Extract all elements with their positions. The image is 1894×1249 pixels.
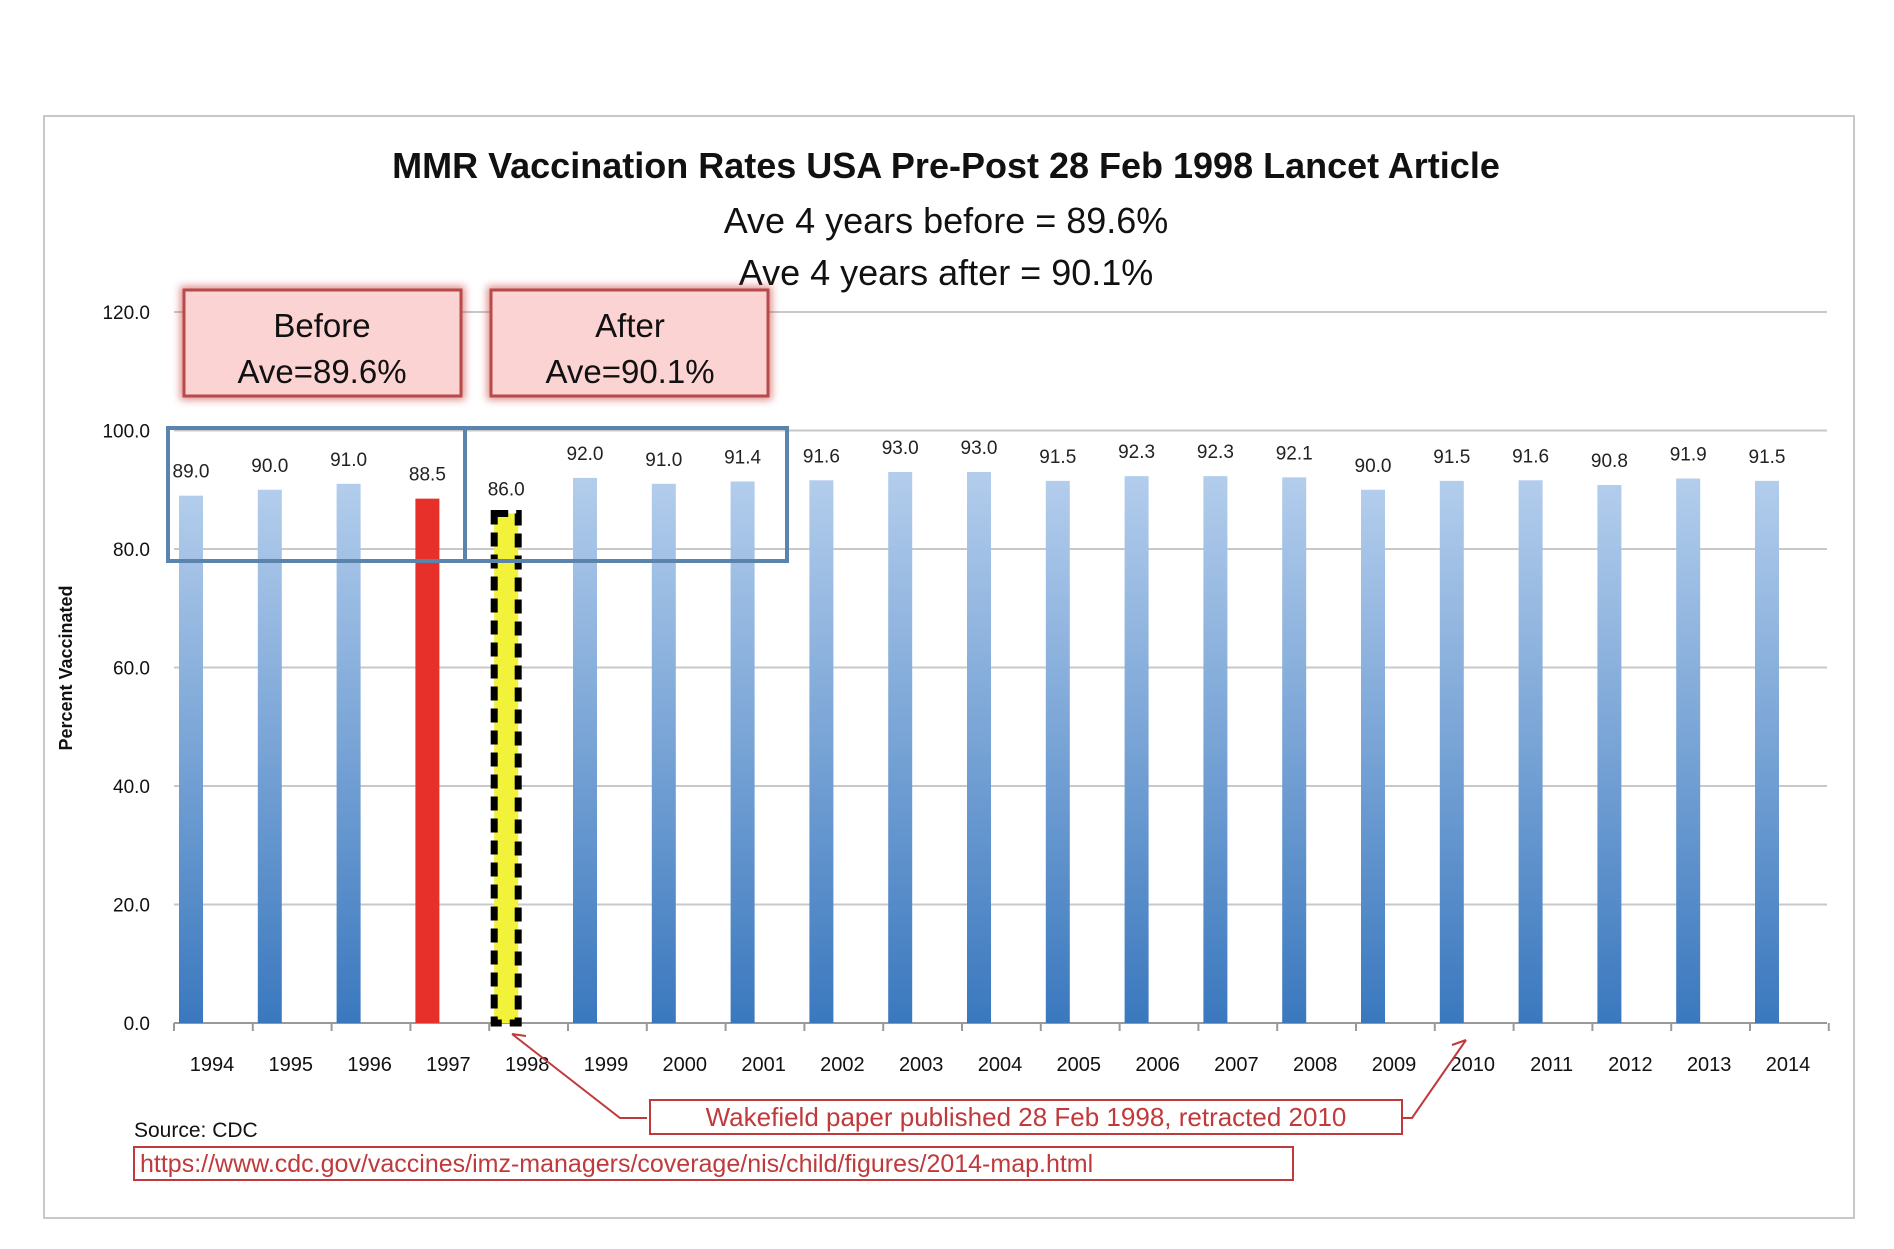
data-label: 92.1 xyxy=(1276,443,1313,464)
data-label: 91.9 xyxy=(1670,444,1707,465)
x-tick-label: 2008 xyxy=(1293,1054,1338,1076)
bar-1997 xyxy=(415,498,440,1023)
x-tick-label: 2012 xyxy=(1608,1054,1653,1076)
data-label: 91.0 xyxy=(330,450,367,471)
bar-1995 xyxy=(257,489,282,1023)
data-label: 92.3 xyxy=(1118,442,1155,463)
x-tick-label: 2005 xyxy=(1057,1054,1102,1076)
x-tick-label: 2010 xyxy=(1451,1054,1496,1076)
x-tick-label: 2001 xyxy=(741,1054,786,1076)
data-label: 93.0 xyxy=(882,438,919,459)
data-label: 91.6 xyxy=(1512,446,1549,467)
y-tick-label: 80.0 xyxy=(113,540,150,561)
x-tick-label: 1998 xyxy=(505,1054,550,1076)
x-tick-label: 2011 xyxy=(1530,1054,1573,1076)
bar-2004 xyxy=(967,471,991,1024)
bar-2001 xyxy=(730,481,755,1024)
x-tick-label: 2007 xyxy=(1214,1054,1259,1076)
x-tick-label: 1997 xyxy=(426,1054,471,1076)
x-tick-label: 2004 xyxy=(978,1054,1023,1076)
chart-subtitle-after: Ave 4 years after = 90.1% xyxy=(739,252,1154,293)
bar-2002 xyxy=(809,480,834,1023)
x-tick-label: 1994 xyxy=(190,1054,235,1076)
bar-2013 xyxy=(1676,478,1701,1023)
y-tick-label: 20.0 xyxy=(113,896,150,917)
chart-title: MMR Vaccination Rates USA Pre-Post 28 Fe… xyxy=(392,145,1500,186)
bar-2008 xyxy=(1282,477,1307,1023)
x-tick-label: 2013 xyxy=(1687,1054,1732,1076)
data-label: 90.8 xyxy=(1591,451,1628,472)
bar-1998 xyxy=(490,509,522,1027)
data-label: 91.5 xyxy=(1039,447,1076,468)
after-average-box xyxy=(489,288,770,398)
bar-1999 xyxy=(573,477,597,1023)
source-label: Source: CDC xyxy=(134,1119,258,1142)
bar-2014 xyxy=(1755,480,1779,1023)
wakefield-arrows xyxy=(511,1033,1467,1119)
x-tick-label: 2000 xyxy=(663,1054,708,1076)
data-label: 92.3 xyxy=(1197,442,1234,463)
after-range-box xyxy=(463,426,789,563)
before-label: Before xyxy=(273,307,370,344)
y-tick-label: 120.0 xyxy=(102,303,150,324)
data-label: 91.4 xyxy=(724,447,761,468)
after-average: Ave=90.1% xyxy=(545,353,714,390)
bar-2000 xyxy=(651,483,676,1023)
data-label: 91.0 xyxy=(645,450,682,471)
source-url[interactable]: https://www.cdc.gov/vaccines/imz-manager… xyxy=(140,1150,1093,1178)
bar-2010 xyxy=(1439,480,1464,1023)
y-tick-label: 60.0 xyxy=(113,659,150,680)
x-tick-label: 1995 xyxy=(269,1054,314,1076)
x-tick-label: 2009 xyxy=(1372,1054,1417,1076)
data-label: 86.0 xyxy=(488,479,525,500)
data-label: 89.0 xyxy=(173,462,210,483)
bar-2007 xyxy=(1203,476,1228,1023)
y-tick-label: 0.0 xyxy=(124,1014,150,1035)
data-label: 91.5 xyxy=(1749,447,1786,468)
bar-2009 xyxy=(1361,489,1385,1023)
data-label: 90.0 xyxy=(251,456,288,477)
bar-2012 xyxy=(1597,485,1622,1023)
before-average-box xyxy=(182,288,463,398)
bar-1996 xyxy=(336,483,361,1023)
after-label: After xyxy=(595,307,665,344)
y-axis-label: Percent Vaccinated xyxy=(56,585,76,750)
data-label: 91.5 xyxy=(1433,447,1470,468)
bar-1994 xyxy=(179,495,203,1023)
x-tick-label: 2014 xyxy=(1766,1054,1811,1076)
x-tick-label: 1999 xyxy=(584,1054,629,1076)
x-tick-label: 2006 xyxy=(1135,1054,1180,1076)
x-tick-label: 1996 xyxy=(347,1054,392,1076)
data-label: 92.0 xyxy=(567,444,604,465)
x-tick-label: 2002 xyxy=(820,1054,865,1076)
y-tick-label: 40.0 xyxy=(113,777,150,798)
bar-2011 xyxy=(1518,480,1543,1023)
bar-2005 xyxy=(1045,480,1070,1023)
x-tick-label: 2003 xyxy=(899,1054,944,1076)
wakefield-annotation: Wakefield paper published 28 Feb 1998, r… xyxy=(706,1102,1347,1132)
data-label: 90.0 xyxy=(1355,456,1392,477)
chart-subtitle-before: Ave 4 years before = 89.6% xyxy=(724,200,1169,241)
bar-2006 xyxy=(1124,476,1149,1023)
y-tick-label: 100.0 xyxy=(102,422,150,443)
data-label: 88.5 xyxy=(409,465,446,486)
data-label: 93.0 xyxy=(961,438,998,459)
before-average: Ave=89.6% xyxy=(237,353,406,390)
bar-2003 xyxy=(888,471,913,1024)
source-url-box xyxy=(133,1146,1294,1181)
wakefield-box xyxy=(649,1099,1403,1135)
data-label: 91.6 xyxy=(803,446,840,467)
